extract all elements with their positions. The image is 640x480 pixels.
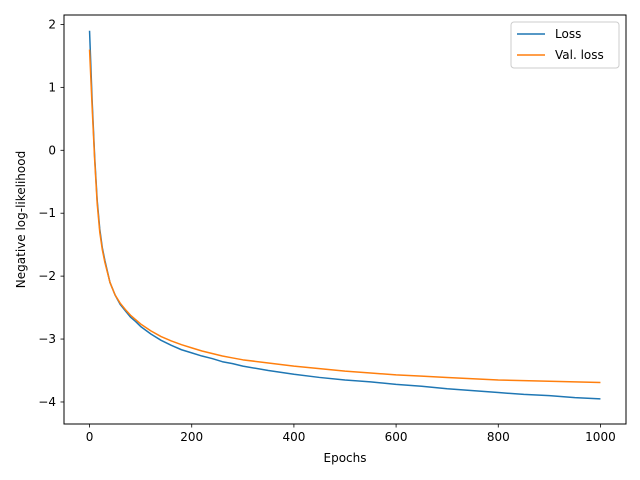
y-tick-label: −3 [38, 332, 56, 346]
axes-frame [63, 14, 627, 425]
x-tick-label: 600 [385, 430, 408, 444]
series-line-val-loss [88, 49, 601, 384]
y-tick-label: −1 [38, 206, 56, 220]
x-axis: 0 200 400 600 800 1000 [86, 424, 616, 444]
x-tick-label: 400 [282, 430, 305, 444]
series-layer [88, 30, 601, 400]
y-tick-label: 1 [48, 80, 56, 94]
y-axis: −4 −3 −2 −1 0 1 2 [38, 17, 64, 409]
x-tick-label: 200 [180, 430, 203, 444]
y-axis-label: Negative log-likelihood [14, 151, 28, 288]
legend-label: Val. loss [555, 48, 604, 62]
x-tick-label: 800 [487, 430, 510, 444]
y-tick-label: 0 [48, 143, 56, 157]
x-tick-label: 0 [86, 430, 94, 444]
y-tick-label: 2 [48, 17, 56, 31]
legend-label: Loss [555, 27, 581, 41]
y-tick-label: −4 [38, 395, 56, 409]
legend: Loss Val. loss [510, 21, 620, 69]
x-tick-label: 1000 [585, 430, 616, 444]
y-tick-label: −2 [38, 269, 56, 283]
x-axis-label: Epochs [324, 451, 367, 465]
